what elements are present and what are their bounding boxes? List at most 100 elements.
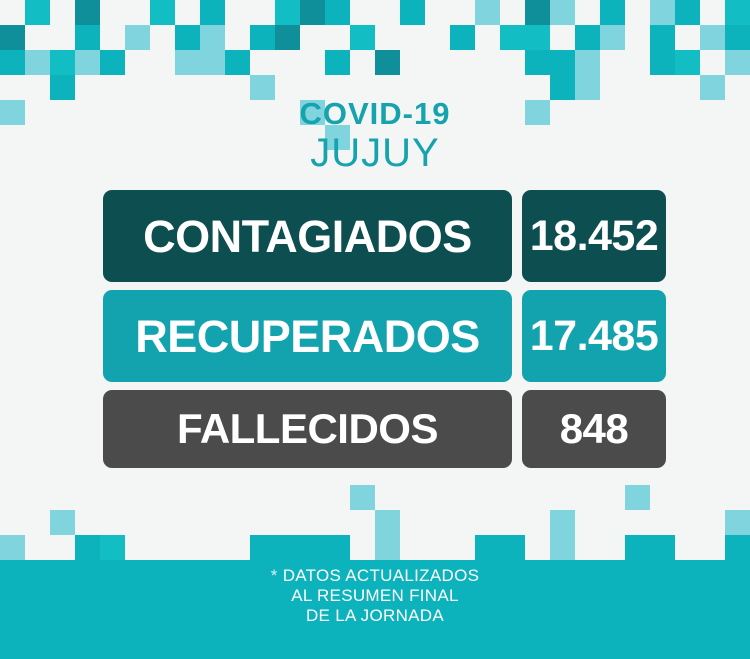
mosaic-cell [25,535,50,560]
footnote-line-1: * DATOS ACTUALIZADOS [0,566,750,586]
mosaic-cell [375,50,400,75]
mosaic-cell [475,485,500,510]
mosaic-cell [225,25,250,50]
mosaic-cell [200,75,225,100]
mosaic-cell [0,0,25,25]
mosaic-cell [25,100,50,125]
mosaic-cell [225,510,250,535]
stat-value-fallecidos: 848 [559,405,629,452]
mosaic-cell [575,50,600,75]
mosaic-cell [450,535,475,560]
footnote-line-2: AL RESUMEN FINAL [291,586,459,605]
mosaic-cell [75,75,100,100]
mosaic-cell [350,535,375,560]
mosaic-cell [75,510,100,535]
mosaic-cell [575,25,600,50]
mosaic-cell [150,125,175,150]
mosaic-cell [50,485,75,510]
mosaic-cell [450,485,475,510]
mosaic-cell [525,535,550,560]
mosaic-cell [225,485,250,510]
mosaic-cell [75,0,100,25]
page-title: COVID-19 JUJUY [0,97,750,174]
mosaic-cell [0,25,25,50]
mosaic-cell [450,100,475,125]
mosaic-cell [375,75,400,100]
mosaic-cell [100,75,125,100]
mosaic-cell [300,100,325,125]
mosaic-cell [475,510,500,535]
mosaic-cell [450,125,475,150]
mosaic-cell [325,25,350,50]
mosaic-cell [225,535,250,560]
mosaic-cell [575,510,600,535]
mosaic-cell [200,100,225,125]
mosaic-cell [300,25,325,50]
mosaic-cell [250,125,275,150]
mosaic-cell [400,485,425,510]
mosaic-cell [600,510,625,535]
mosaic-cell [200,535,225,560]
mosaic-cell [175,535,200,560]
mosaic-cell [75,50,100,75]
stat-label-recuperados: RECUPERADOS [135,310,480,362]
mosaic-cell [200,25,225,50]
stat-label-contagiados: CONTAGIADOS [143,210,472,262]
mosaic-cell [500,25,525,50]
mosaic-cell [450,25,475,50]
mosaic-cell [475,125,500,150]
mosaic-cell [425,25,450,50]
mosaic-cell [475,0,500,25]
mosaic-cell [525,485,550,510]
mosaic-cell [550,75,575,100]
mosaic-cell [625,75,650,100]
mosaic-cell [525,0,550,25]
mosaic-cell [350,485,375,510]
mosaic-cell [450,75,475,100]
mosaic-cell [425,100,450,125]
mosaic-cell [650,0,675,25]
mosaic-cell [500,0,525,25]
mosaic-cell [0,485,25,510]
mosaic-cell [50,535,75,560]
mosaic-cell [50,75,75,100]
mosaic-cell [525,125,550,150]
mosaic-cell [275,0,300,25]
mosaic-cell [250,510,275,535]
mosaic-cell [425,125,450,150]
mosaic-cell [300,510,325,535]
mosaic-cell [475,100,500,125]
mosaic-cell [150,50,175,75]
mosaic-cell [575,485,600,510]
mosaic-cell [675,100,700,125]
mosaic-cell [175,125,200,150]
mosaic-cell [150,485,175,510]
mosaic-cell [600,0,625,25]
mosaic-cell [0,535,25,560]
mosaic-cell [375,0,400,25]
mosaic-cell [175,75,200,100]
mosaic-cell [650,75,675,100]
mosaic-cell [375,25,400,50]
mosaic-cell [525,510,550,535]
mosaic-cell [0,125,25,150]
mosaic-cell [0,75,25,100]
mosaic-cell [550,25,575,50]
mosaic-cell [700,0,725,25]
mosaic-cell [125,75,150,100]
mosaic-cell [400,50,425,75]
mosaic-cell [275,50,300,75]
mosaic-decoration-top [0,0,750,150]
stat-value-box-fallecidos: 848 [522,390,666,468]
mosaic-cell [200,485,225,510]
stat-label-fallecidos: FALLECIDOS [176,405,439,452]
statistics-list: CONTAGIADOS 18.452 RECUPERADOS 17.485 FA… [103,190,666,476]
mosaic-cell [550,485,575,510]
mosaic-cell [125,50,150,75]
stat-value-contagiados: 18.452 [529,211,659,260]
stat-label-box-recuperados: RECUPERADOS [103,290,512,382]
mosaic-cell [475,50,500,75]
mosaic-cell [675,510,700,535]
mosaic-cell [225,50,250,75]
